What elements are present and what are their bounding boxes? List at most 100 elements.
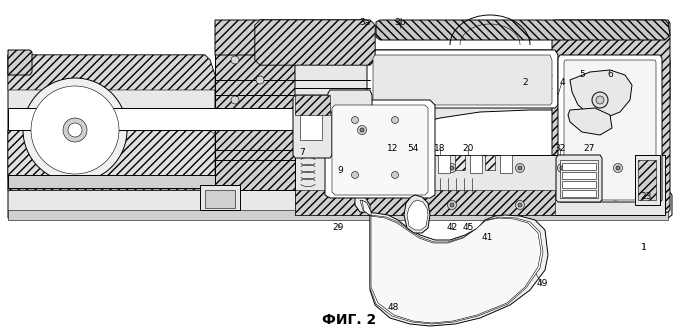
Text: 49: 49 [536,280,548,289]
Text: 41: 41 [482,232,493,241]
Polygon shape [564,60,656,200]
Text: 20: 20 [462,144,474,153]
Polygon shape [8,190,672,218]
Polygon shape [8,210,668,220]
Circle shape [392,117,399,124]
Bar [638,160,656,200]
Bar [455,155,465,170]
Polygon shape [558,55,662,202]
Polygon shape [295,155,665,215]
Polygon shape [8,55,215,90]
Text: 42: 42 [447,223,458,232]
Text: ФИГ. 2: ФИГ. 2 [322,313,376,327]
Text: 3b: 3b [394,17,406,26]
Circle shape [516,164,524,172]
Text: 45: 45 [462,223,474,232]
Polygon shape [367,50,558,108]
Circle shape [450,166,454,170]
Circle shape [518,203,522,207]
Circle shape [614,164,623,172]
Circle shape [31,86,119,174]
Polygon shape [293,95,332,158]
Text: 12: 12 [387,144,399,153]
Circle shape [516,200,524,209]
Bar [562,163,596,170]
Polygon shape [215,20,368,55]
Circle shape [450,203,454,207]
Text: 1: 1 [641,243,647,253]
Bar [562,190,596,197]
Circle shape [560,166,564,170]
Polygon shape [332,105,428,195]
Circle shape [596,96,604,104]
Circle shape [352,117,359,124]
Polygon shape [255,20,375,65]
Bar [635,155,660,205]
Text: 5: 5 [579,69,585,78]
Polygon shape [295,190,555,215]
Polygon shape [255,20,375,65]
Polygon shape [325,100,435,198]
Polygon shape [355,195,548,326]
Text: 3a: 3a [359,17,371,26]
Bar [470,155,482,173]
Polygon shape [295,95,330,115]
Circle shape [360,128,364,132]
Circle shape [256,76,264,84]
Polygon shape [568,108,612,135]
Circle shape [592,92,608,108]
Circle shape [558,164,567,172]
Text: 32: 32 [554,144,565,153]
Text: 27: 27 [584,144,595,153]
Text: 4: 4 [559,77,565,87]
Circle shape [518,166,522,170]
Polygon shape [373,55,552,105]
Circle shape [447,164,456,172]
Bar [485,155,495,170]
Text: 54: 54 [408,144,419,153]
Bar [205,190,235,208]
Text: 2: 2 [522,77,528,87]
Circle shape [68,123,82,137]
Bar [438,155,450,173]
Circle shape [357,126,366,135]
Polygon shape [552,20,670,215]
Bar [562,181,596,188]
Text: 48: 48 [387,304,399,313]
Text: 18: 18 [434,144,446,153]
Polygon shape [8,175,215,188]
Polygon shape [328,90,372,112]
Polygon shape [8,55,215,190]
Text: 23: 23 [640,191,652,200]
Polygon shape [8,130,215,178]
Text: 6: 6 [607,69,613,78]
Circle shape [616,166,620,170]
Polygon shape [404,195,430,233]
Circle shape [447,200,456,209]
Polygon shape [295,50,670,155]
Polygon shape [360,200,543,324]
Polygon shape [560,160,598,198]
Polygon shape [376,20,670,40]
Polygon shape [362,200,541,323]
Bar [300,110,322,140]
Circle shape [231,56,239,64]
Polygon shape [8,128,210,190]
Polygon shape [8,50,32,75]
Text: 7: 7 [299,148,305,157]
Bar [562,172,596,179]
Bar [200,185,240,210]
Polygon shape [407,200,428,230]
Text: 9: 9 [337,166,343,174]
Bar [500,155,512,173]
Circle shape [23,78,127,182]
Circle shape [231,96,239,104]
Polygon shape [8,108,295,130]
Circle shape [63,118,87,142]
Polygon shape [570,70,632,118]
Circle shape [352,171,359,178]
Text: 29: 29 [332,223,343,232]
Polygon shape [556,155,602,202]
Circle shape [392,171,399,178]
Polygon shape [215,20,295,190]
